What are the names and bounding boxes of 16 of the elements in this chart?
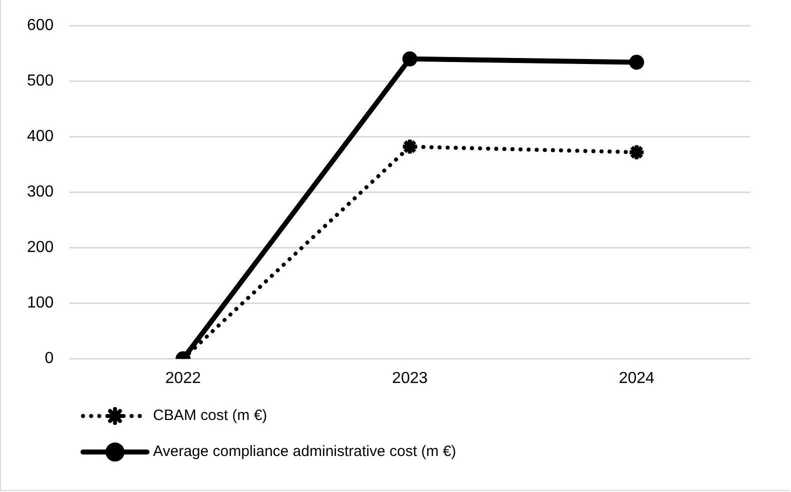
y-tick-label: 600 [26,17,54,34]
x-tick-label: 2023 [392,370,428,387]
point [629,54,644,70]
x-tick-label: 2024 [618,370,655,387]
legend-label: Average compliance administrative cost (m €) [153,443,456,460]
y-tick-label: 200 [26,239,54,256]
point [400,138,419,156]
y-tick-label: 400 [26,128,54,146]
x-tick-label: 2022 [165,370,201,387]
point [402,51,418,66]
point [628,143,646,162]
y-tick-label: 0 [44,350,54,368]
y-tick-label: 100 [26,294,54,312]
y-tick-label: 500 [26,72,54,90]
y-tick-label: 300 [26,184,54,201]
legend-label: CBAM cost (m €) [153,407,268,424]
